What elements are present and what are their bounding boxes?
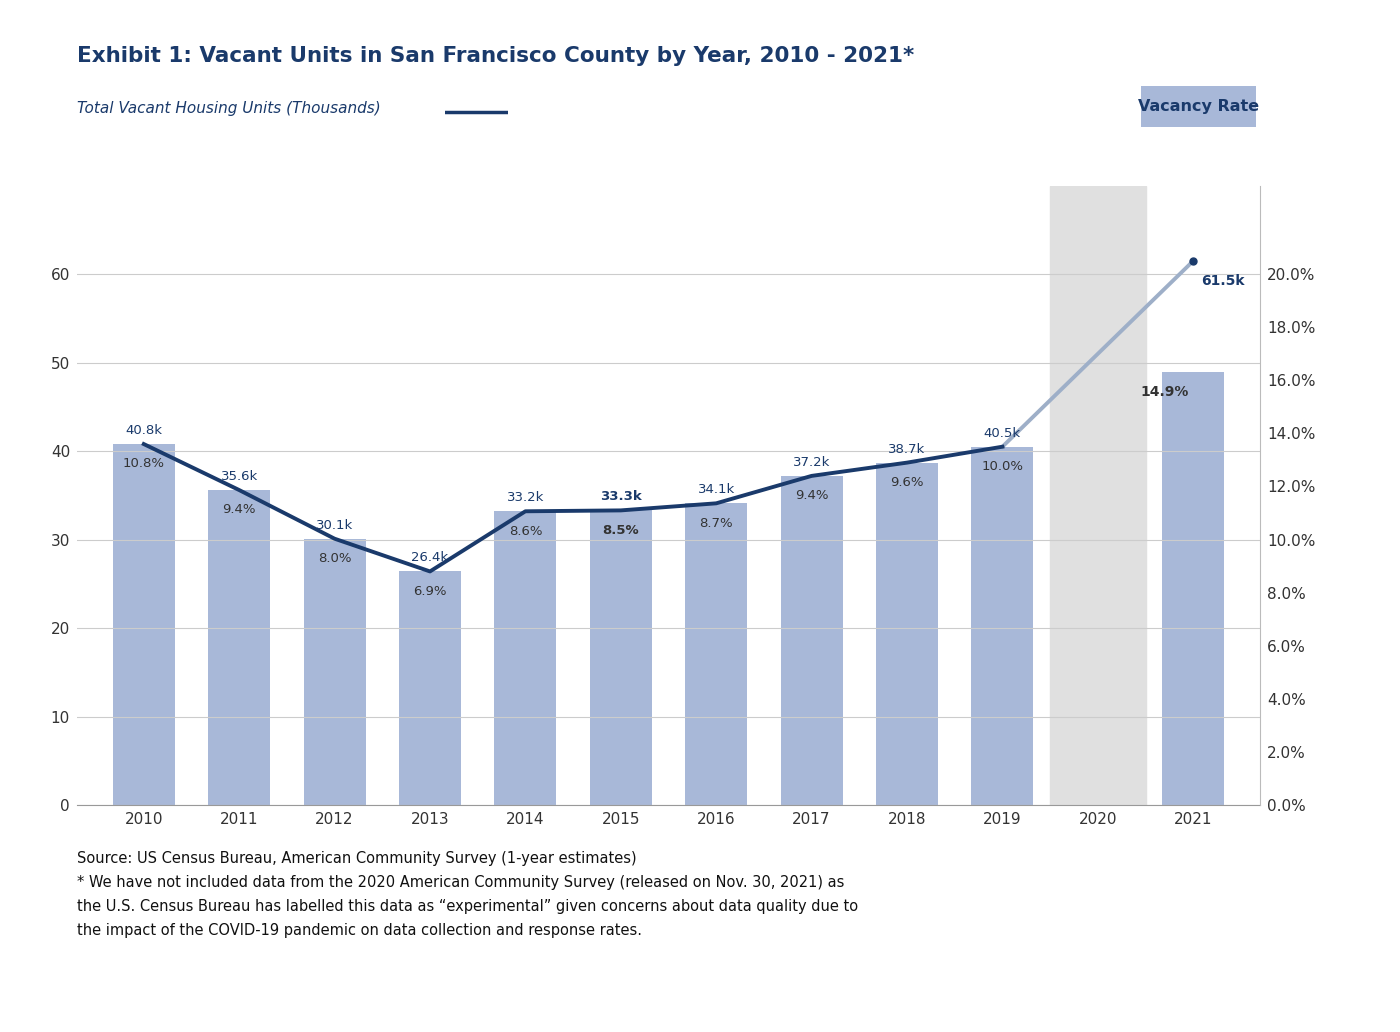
Bar [876,462,938,805]
Text: 33.3k: 33.3k [601,490,641,504]
Text: Total Vacant Housing Units (Thousands): Total Vacant Housing Units (Thousands) [77,101,381,116]
Text: 8.7%: 8.7% [700,517,734,529]
Text: 8.5%: 8.5% [602,523,640,537]
Text: 26.4k: 26.4k [412,551,448,565]
Text: 35.6k: 35.6k [221,470,258,483]
Text: 34.1k: 34.1k [697,483,735,496]
Text: 37.2k: 37.2k [792,456,830,469]
Text: 61.5k: 61.5k [1201,275,1245,288]
Bar [1162,372,1224,805]
Text: 9.4%: 9.4% [223,504,256,516]
Text: 6.9%: 6.9% [413,585,447,598]
Bar [209,490,270,805]
Bar [589,511,652,805]
Bar [494,511,556,805]
Bar [972,447,1033,805]
Text: 38.7k: 38.7k [889,443,925,455]
Text: 10.0%: 10.0% [981,460,1023,473]
Bar [113,444,175,805]
Text: 30.1k: 30.1k [316,519,353,531]
Text: 33.2k: 33.2k [507,491,545,505]
Text: 8.6%: 8.6% [508,524,542,538]
Text: Vacancy Rate: Vacancy Rate [1138,99,1259,114]
Text: Exhibit 1: Vacant Units in San Francisco County by Year, 2010 - 2021*: Exhibit 1: Vacant Units in San Francisco… [77,46,914,66]
Text: Source: US Census Bureau, American Community Survey (1-year estimates)
* We have: Source: US Census Bureau, American Commu… [77,851,858,938]
Text: 9.6%: 9.6% [890,476,924,489]
Bar [399,572,461,805]
Bar [685,504,748,805]
Text: 8.0%: 8.0% [318,552,351,565]
Text: 10.8%: 10.8% [123,457,165,471]
Text: 40.5k: 40.5k [984,426,1021,440]
Bar [781,476,843,805]
Bar [1050,186,1145,805]
Bar [304,539,365,805]
Text: 9.4%: 9.4% [795,489,829,503]
Text: 14.9%: 14.9% [1140,385,1189,398]
Text: 40.8k: 40.8k [125,424,162,437]
